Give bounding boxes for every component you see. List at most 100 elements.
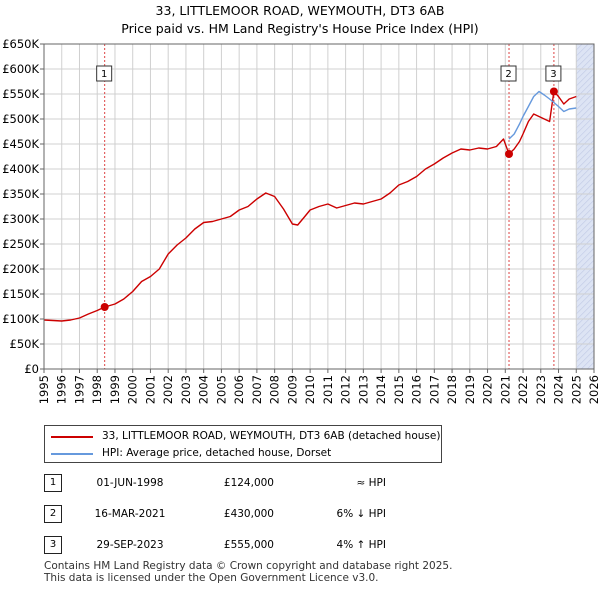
footer-attribution: Contains HM Land Registry data © Crown c… [44,560,452,584]
forecast-hatch-line [576,56,595,75]
y-tick-label: £0 [24,362,39,376]
x-tick-label: 2002 [161,375,175,404]
forecast-hatch-line [576,62,595,81]
forecast-hatch-line [576,158,595,177]
forecast-hatch-line [576,218,595,237]
x-tick-label: 2020 [481,375,495,404]
y-tick-label: £150K [2,287,39,301]
axis-layer: £0 £50K £100K £150K £200K £250K £300K £350K £400… [2,37,600,404]
y-tick-label: £350K [2,187,39,201]
sale-label-box [96,65,113,82]
forecast-hatch-line [576,134,595,153]
forecast-hatch-line [576,230,595,249]
sale-point [100,303,109,311]
forecast-hatch-line [576,43,583,51]
forecast-hatch-line [576,128,595,147]
x-tick-label: 2008 [268,375,282,404]
x-tick-label: 2024 [552,375,566,404]
sale-label-number: 3 [550,69,556,80]
forecast-hatch-line [576,272,595,291]
x-tick-label: 2026 [587,375,600,404]
price-chart: 1 2 3 £0 £50K £100K £150K £200K £250K £300K £350K… [2,37,600,404]
x-tick-label: 2017 [427,375,441,404]
forecast-hatch-line [576,320,595,339]
transaction-date: 29-SEP-2023 [96,539,164,551]
x-tick-label: 2012 [339,375,353,404]
forecast-hatch-line [576,236,595,255]
x-tick-label: 2015 [392,375,406,404]
x-tick-label: 2000 [126,375,140,404]
forecast-hatch-line [576,164,595,183]
transaction-number-badge: 2 [44,505,62,523]
footer-copyright: Contains HM Land Registry data © Crown c… [44,560,453,572]
plot-frame [43,43,595,370]
table-row: 1 01-JUN-1998 £124,000 ≈ HPI [44,474,444,492]
sale-dots-layer [100,87,558,311]
x-tick-label: 2001 [143,375,157,404]
forecast-hatch-line [576,182,595,201]
sale-point [549,87,558,96]
forecast-hatch-line [576,338,595,357]
x-tick-label: 2023 [534,375,548,404]
transaction-price: £124,000 [223,477,274,489]
forecast-hatch-line [576,98,595,117]
x-tick-label: 2025 [569,375,583,404]
table-row: 3 29-SEP-2023 £555,000 4% ↑ HPI [44,536,444,554]
x-tick-label: 2021 [498,375,512,404]
y-tick-label: £200K [2,262,39,276]
chart-title-block: 33, LITTLEMOOR ROAD, WEYMOUTH, DT3 6AB P… [0,2,600,38]
forecast-hatch-line [576,296,595,315]
x-tick-label: 2022 [516,375,530,404]
sale-label-box [545,65,562,82]
legend-item-hpi: HPI: Average price, detached house, Dors… [45,445,439,461]
forecast-hatch-line [576,278,595,297]
forecast-hatch-line [576,74,595,93]
sale-labels-layer: 1 2 3 [96,65,562,82]
forecast-hatch-line [576,326,595,345]
x-tick-label: 2014 [374,375,388,404]
x-tick-label: 2011 [321,375,335,404]
forecast-hatch-line [576,212,595,231]
y-tick-label: £600K [2,62,39,76]
forecast-hatch-line [576,308,595,327]
x-tick-label: 1995 [37,375,51,404]
y-tick-label: £400K [2,162,39,176]
forecast-hatch-line [587,362,595,370]
forecast-hatch-line [576,44,595,63]
forecast-hatch-line [576,344,595,363]
forecast-hatch-line [576,80,595,99]
forecast-hatch-line [576,86,595,105]
x-tick-label: 2005 [214,375,228,404]
legend-price-line [51,436,93,438]
forecast-hatch-line [576,122,595,141]
forecast-region-layer [576,43,595,370]
x-tick-label: 2016 [410,375,424,404]
legend-price-label: 33, LITTLEMOOR ROAD, WEYMOUTH, DT3 6AB (… [102,430,441,442]
forecast-hatch-line [576,50,595,69]
y-tick-label: £100K [2,312,39,326]
x-tick-label: 2003 [179,375,193,404]
forecast-hatch-line [576,248,595,267]
forecast-hatch-line [581,356,595,370]
forecast-hatch-line [576,188,595,207]
table-row: 2 16-MAR-2021 £430,000 6% ↓ HPI [44,505,444,523]
x-tick-label: 2010 [303,375,317,404]
sale-label-number: 1 [101,69,107,80]
x-tick-label: 1999 [108,375,122,404]
transaction-hpi-comparison: ≈ HPI [356,477,386,489]
series-layer [43,90,577,322]
transaction-date: 16-MAR-2021 [94,508,166,520]
forecast-hatch-line [576,284,595,303]
y-tick-label: £650K [2,37,39,51]
forecast-hatch-line [576,302,595,321]
forecast-hatch-line [576,332,595,351]
x-tick-label: 2018 [445,375,459,404]
transaction-date: 01-JUN-1998 [96,477,164,489]
forecast-hatch-line [576,152,595,171]
chart-subtitle: Price paid vs. HM Land Registry's House … [121,21,479,36]
y-tick-label: £50K [10,337,40,351]
x-tick-label: 1997 [72,375,86,404]
y-tick-label: £250K [2,237,39,251]
y-tick-label: £450K [2,137,39,151]
sale-point [505,150,514,158]
